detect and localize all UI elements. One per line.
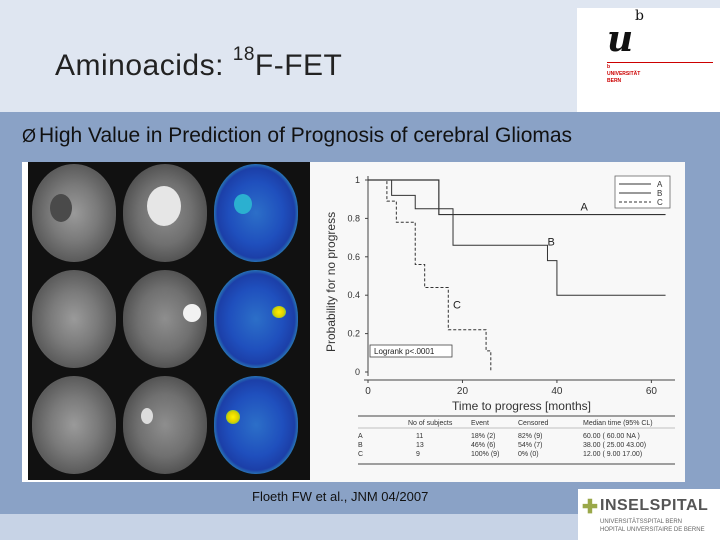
table-header: Censored	[518, 420, 548, 427]
bullet-point: Ø High Value in Prediction of Prognosis o…	[22, 124, 572, 148]
x-tick-label: 0	[365, 386, 371, 397]
unibern-logo-text: b UNIVERSITÄT BERN	[607, 64, 641, 84]
table-header: Event	[471, 420, 489, 427]
legend-label: A	[657, 180, 663, 189]
km-curve-B	[368, 179, 666, 296]
legend-box	[614, 175, 671, 209]
x-tick-label: 40	[551, 386, 563, 397]
unibern-logo-u: u	[607, 18, 634, 60]
brain-scan-panel	[28, 162, 310, 480]
km-curve-A	[368, 179, 666, 216]
table-cell: 9	[416, 451, 420, 458]
arrow-bullet-icon: Ø	[22, 126, 37, 146]
kaplan-meier-panel: Probability for no progress 0 0.2 0.4 0.6 0.…	[310, 162, 685, 482]
mri-scan-3	[32, 376, 116, 474]
table-cell: 12.00 ( 9.00 17.00)	[583, 451, 642, 458]
insel-mark-icon: ✚	[582, 497, 598, 518]
y-tick-label: 0	[355, 367, 360, 377]
km-curve-C	[368, 179, 492, 372]
table-cell: 0% (0)	[518, 451, 539, 458]
x-tick-label: 60	[646, 386, 658, 397]
insel-subtitle: UNIVERSITÄTSSPITAL BERN HOPITAL UNIVERSIT…	[600, 519, 705, 533]
flair-scan-2	[123, 270, 207, 368]
mri-scan-2	[32, 270, 116, 368]
pet-scan-1	[214, 164, 298, 262]
pet-scan-2	[214, 270, 298, 368]
citation: Floeth FW et al., JNM 04/2007	[252, 489, 429, 504]
y-axis-label: Probability for no progress	[324, 211, 338, 352]
figure: Probability for no progress 0 0.2 0.4 0.6 0.…	[22, 162, 685, 482]
table-cell: 54% (7)	[518, 442, 543, 449]
insel-name: INSELSPITAL	[600, 497, 709, 514]
title-box	[22, 8, 578, 112]
curve-label-C: C	[453, 300, 461, 312]
table-cell: 60.00 ( 60.00 NA )	[583, 433, 640, 440]
flair-scan-1	[123, 164, 207, 262]
unibern-logo-b: b	[635, 8, 644, 24]
legend-label: B	[657, 189, 662, 198]
x-axis-label: Time to progress [months]	[452, 399, 591, 413]
table-cell: A	[358, 433, 363, 440]
logrank-box	[369, 344, 453, 358]
y-tick-label: 0.6	[347, 252, 360, 262]
curve-label-B: B	[547, 236, 554, 248]
unibern-logo-rule	[607, 62, 713, 63]
y-tick-label: 0.4	[347, 290, 360, 300]
y-tick-label: 0.8	[347, 213, 360, 223]
unibern-logo	[577, 8, 720, 112]
table-header: Median time (95% CL)	[583, 420, 653, 427]
y-tick-label: 0.2	[347, 329, 360, 339]
table-header: No of subjects	[408, 420, 453, 427]
km-chart: 0 0.2 0.4 0.6 0.8 1 0 20 40 60 Time to progress [m…	[347, 175, 675, 465]
table-cell: 82% (9)	[518, 433, 543, 440]
table-cell: 100% (9)	[471, 451, 499, 458]
logrank-text: Logrank p<.0001	[374, 347, 435, 356]
mri-scan-1	[32, 164, 116, 262]
curve-label-A: A	[581, 202, 589, 214]
table-cell: B	[358, 442, 363, 449]
flair-scan-3	[123, 376, 207, 474]
table-cell: 46% (6)	[471, 442, 496, 449]
slide-title: Aminoacids: 18F-FET	[55, 44, 343, 82]
x-tick-label: 20	[457, 386, 469, 397]
table-cell: 13	[416, 442, 424, 449]
pet-scan-3	[214, 376, 298, 474]
inselspital-logo: ✚ INSELSPITAL UNIVERSITÄTSSPITAL BERN HOP…	[578, 489, 720, 540]
legend-label: C	[657, 198, 663, 207]
table-cell: 38.00 ( 25.00 43.00)	[583, 442, 646, 449]
bullet-text: High Value in Prediction of Prognosis of…	[39, 124, 573, 147]
table-cell: 11	[416, 433, 423, 440]
table-cell: C	[358, 451, 363, 458]
y-tick-label: 1	[355, 175, 360, 185]
table-cell: 18% (2)	[471, 433, 496, 440]
